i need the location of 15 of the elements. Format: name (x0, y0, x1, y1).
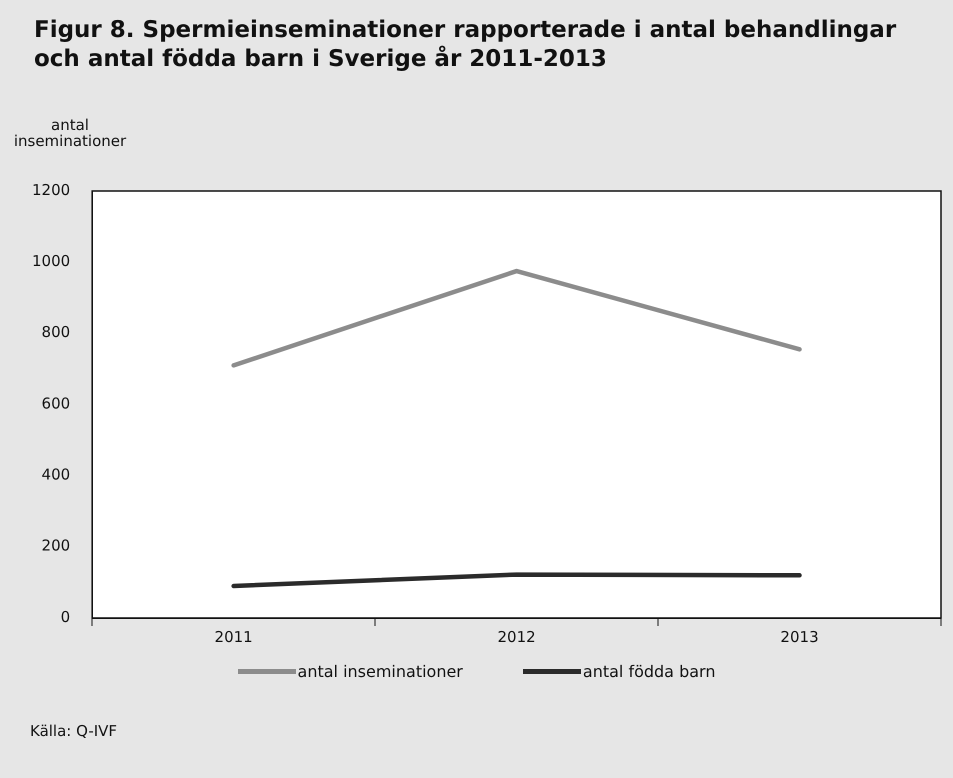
x-tick-label: 2013 (780, 628, 819, 646)
legend-label: antal inseminationer (298, 662, 463, 681)
y-tick-label: 200 (42, 536, 70, 555)
x-tick-label: 2011 (214, 628, 253, 646)
text: Källa: Q-IVF (30, 722, 118, 740)
y-tick-label: 600 (42, 394, 70, 412)
chart-title: Figur 8. Spermieinseminationer rapporterade i antal behandlingar och antal födda barn i Sverige år 2011-2013 (34, 16, 898, 74)
x-tick-label: 2012 (497, 628, 536, 646)
y-tick-label: 1000 (32, 252, 70, 270)
y-tick-label: 400 (42, 466, 70, 484)
y-tick-label: 1200 (32, 180, 70, 199)
y-axis-title: antal inseminationer (12, 116, 128, 150)
y-tick-label: 0 (60, 608, 70, 626)
y-tick-label: 800 (42, 323, 70, 342)
legend-label: antal födda barn (582, 662, 716, 681)
